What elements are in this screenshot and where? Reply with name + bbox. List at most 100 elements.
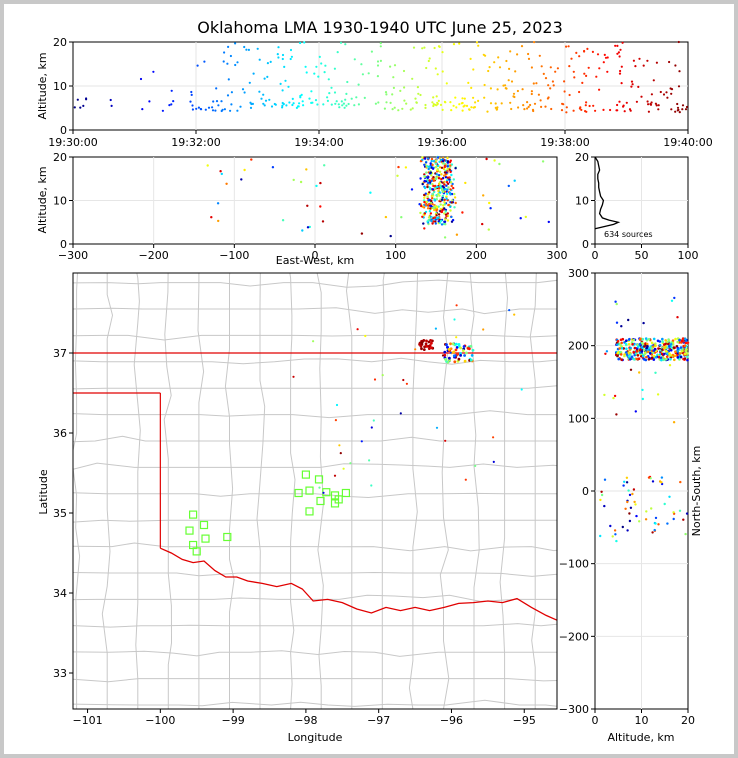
x-tick-label: −200 xyxy=(139,249,169,262)
data-point xyxy=(327,78,330,81)
county-line xyxy=(73,678,557,683)
data-point xyxy=(598,88,601,91)
data-point xyxy=(269,60,272,64)
data-point xyxy=(370,50,373,53)
data-point xyxy=(438,166,442,169)
x-tick-label: 100 xyxy=(385,249,406,262)
source-point xyxy=(513,313,516,316)
data-point xyxy=(527,52,530,56)
data-point xyxy=(614,533,617,536)
source-point xyxy=(338,444,341,447)
data-point xyxy=(432,103,435,106)
plan-view-ylabel: Latitude xyxy=(37,469,50,515)
data-point xyxy=(403,86,406,89)
data-point xyxy=(299,96,302,99)
data-point xyxy=(409,108,412,111)
data-point xyxy=(660,476,664,479)
data-point xyxy=(431,202,434,206)
data-point xyxy=(292,178,295,182)
data-point xyxy=(421,215,424,218)
data-point xyxy=(320,62,323,65)
data-point xyxy=(633,353,636,357)
data-point xyxy=(433,198,436,202)
data-point xyxy=(429,188,432,191)
data-point xyxy=(659,356,663,360)
altitude-histogram-panel: 0 50 100 0 10 20 634 sources xyxy=(575,151,699,262)
data-point xyxy=(446,176,450,179)
data-point xyxy=(640,95,643,98)
data-point xyxy=(402,69,406,73)
data-point xyxy=(172,100,175,103)
data-point xyxy=(573,76,576,79)
data-point xyxy=(494,102,497,105)
data-point xyxy=(625,101,628,104)
data-point xyxy=(425,66,428,70)
county-line xyxy=(73,435,557,443)
y-tick-label: 200 xyxy=(568,340,589,353)
altitude-northsouth-ticks: 0 10 20 −300 −200 −100 0 100 200 300 xyxy=(559,267,695,727)
data-point xyxy=(161,109,164,112)
data-point xyxy=(679,480,682,484)
data-point xyxy=(661,337,664,341)
data-point xyxy=(445,82,448,85)
data-point xyxy=(355,96,358,99)
data-point xyxy=(679,355,683,359)
source-point xyxy=(422,339,426,342)
data-point xyxy=(429,162,432,165)
data-point xyxy=(623,110,626,113)
data-point xyxy=(527,57,531,61)
data-point xyxy=(488,66,491,69)
data-point xyxy=(436,169,439,172)
data-point xyxy=(427,167,430,171)
data-point xyxy=(423,186,427,190)
source-point xyxy=(434,327,437,330)
county-line xyxy=(73,273,81,709)
source-point xyxy=(455,304,458,307)
data-point xyxy=(200,108,203,111)
data-point xyxy=(674,64,677,67)
data-point xyxy=(423,200,426,204)
altitude-northsouth-ylabel: North-South, km xyxy=(690,446,703,537)
source-point xyxy=(427,340,431,344)
data-point xyxy=(313,72,316,75)
source-point xyxy=(463,359,467,363)
x-tick-label: −97 xyxy=(367,714,390,727)
data-point xyxy=(489,102,493,105)
data-point xyxy=(411,77,414,80)
source-point xyxy=(349,462,352,465)
y-tick-label: 34 xyxy=(53,587,67,600)
data-point xyxy=(617,51,621,54)
source-point xyxy=(420,341,424,344)
data-point xyxy=(665,355,669,359)
x-tick-label: 0 xyxy=(592,714,599,727)
data-point xyxy=(339,41,343,44)
data-point xyxy=(618,100,621,103)
data-point xyxy=(620,65,623,68)
data-point xyxy=(645,342,649,346)
data-point xyxy=(434,67,437,70)
plan-view-ticks: −101 −100 −99 −98 −97 −96 −95 33 34 35 36 37 xyxy=(53,347,536,727)
data-point xyxy=(683,344,687,348)
source-point xyxy=(424,342,428,346)
data-point xyxy=(505,87,508,90)
data-point xyxy=(424,192,427,195)
data-point xyxy=(397,165,400,169)
data-point xyxy=(266,75,269,78)
data-point xyxy=(412,46,416,49)
data-point xyxy=(430,219,433,223)
data-point xyxy=(616,52,619,55)
data-point xyxy=(678,338,681,342)
data-point xyxy=(611,535,614,538)
x-tick-label: −95 xyxy=(513,714,536,727)
data-point xyxy=(645,346,649,350)
y-tick-label: −200 xyxy=(559,630,589,643)
data-point xyxy=(423,179,426,183)
eastwest-altitude-grid xyxy=(73,157,557,244)
data-point xyxy=(681,337,685,340)
data-point xyxy=(374,102,377,105)
data-point xyxy=(256,47,259,50)
data-point xyxy=(621,41,624,44)
time-altitude-ticks: 19:30:00 19:32:00 19:34:00 19:36:00 19:38:00… xyxy=(48,36,712,149)
source-point xyxy=(508,309,511,312)
data-point xyxy=(428,181,432,184)
